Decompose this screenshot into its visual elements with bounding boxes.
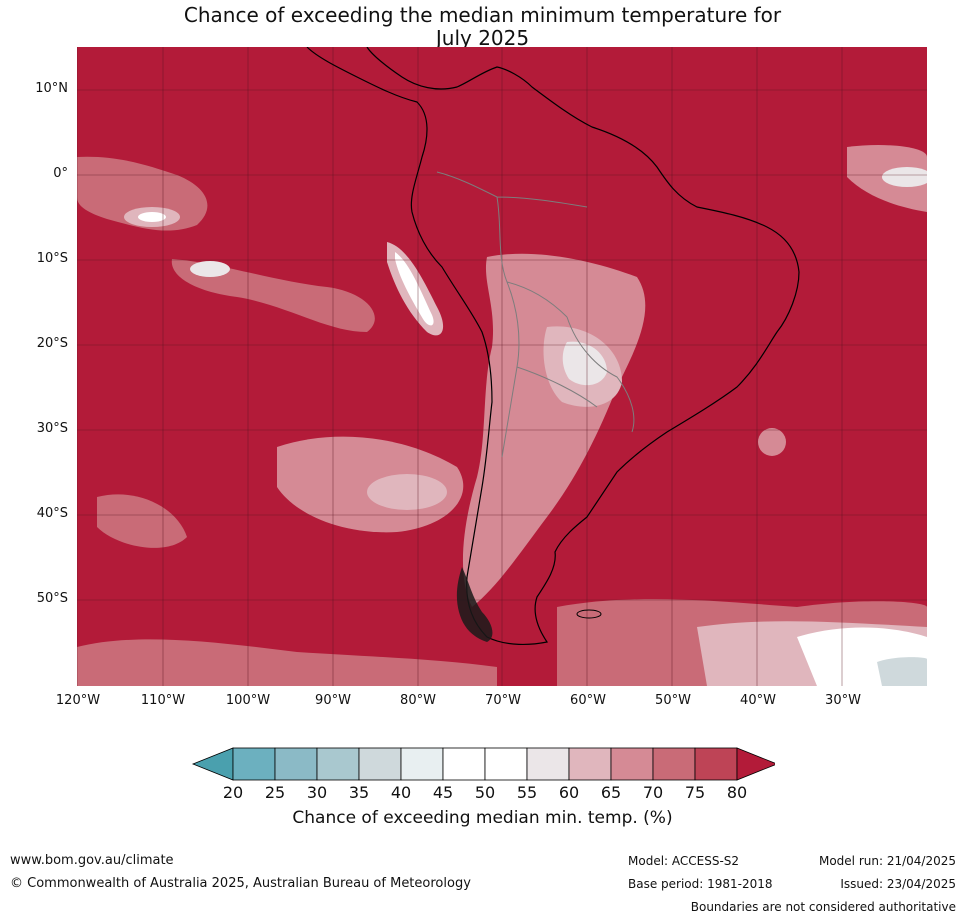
region-pacific-streak: [171, 259, 375, 332]
map-svg: [77, 47, 927, 686]
lat-label-0: 0°: [53, 166, 68, 181]
lat-label-40s: 40°S: [36, 506, 68, 521]
colorbar-tick-label: 20: [222, 783, 244, 802]
colorbar-extend-low: [191, 747, 234, 781]
region-southern-band: [77, 639, 497, 686]
colorbar-swatch: [568, 747, 612, 781]
lon-label-100w: 100°W: [225, 693, 271, 708]
colorbar-tick-label: 40: [390, 783, 412, 802]
lon-label-70w: 70°W: [485, 693, 521, 708]
lon-label-40w: 40°W: [740, 693, 776, 708]
colorbar-tick-label: 35: [348, 783, 370, 802]
colorbar-tick-label: 80: [726, 783, 748, 802]
lon-label-30w: 30°W: [825, 693, 861, 708]
lat-label-50s: 50°S: [36, 591, 68, 606]
colorbar-swatch: [316, 747, 360, 781]
colorbar-swatch: [358, 747, 402, 781]
lat-label-10s: 10°S: [36, 251, 68, 266]
colorbar-svg: [191, 747, 779, 781]
colorbar-tick-label: 55: [516, 783, 538, 802]
lon-label-50w: 50°W: [655, 693, 691, 708]
model-text: Model: ACCESS-S2: [628, 854, 740, 868]
lat-label-30s: 30°S: [36, 421, 68, 436]
region-south-atlantic-blue: [877, 657, 927, 686]
colorbar-label: Chance of exceeding median min. temp. (%…: [292, 808, 673, 828]
colorbar-swatch: [442, 747, 486, 781]
title-line-1: Chance of exceeding the median minimum t…: [183, 3, 782, 27]
colorbar-tick-label: 50: [474, 783, 496, 802]
colorbar-tick-label: 70: [642, 783, 664, 802]
map-title: Chance of exceeding the median minimum t…: [0, 4, 965, 50]
disclaimer-text: Boundaries are not considered authoritat…: [690, 900, 956, 914]
colorbar-swatch: [400, 747, 444, 781]
colorbar-tick-label: 65: [600, 783, 622, 802]
falkland-islands: [576, 609, 602, 619]
colorbar-tick-label: 75: [684, 783, 706, 802]
lon-label-120w: 120°W: [55, 693, 101, 708]
colorbar-tick-label: 25: [264, 783, 286, 802]
lat-label-20s: 20°S: [36, 336, 68, 351]
issued-text: Issued: 23/04/2025: [840, 877, 956, 891]
website-text: www.bom.gov.au/climate: [10, 853, 174, 868]
patagonia-islands: [456, 567, 493, 642]
colorbar-swatch: [526, 747, 570, 781]
country-borders: [436, 171, 635, 458]
copyright-text: © Commonwealth of Australia 2025, Austra…: [10, 876, 471, 891]
lon-label-80w: 80°W: [400, 693, 436, 708]
region-atlantic-blob: [758, 428, 786, 456]
region-pacific-streak-core: [190, 261, 230, 277]
colorbar-extend-high: [736, 747, 779, 781]
region-atlantic-eq-white: [882, 167, 927, 187]
colorbar-swatch: [232, 747, 276, 781]
model-run-text: Model run: 21/04/2025: [818, 854, 956, 868]
colorbar-tick-label: 30: [306, 783, 328, 802]
lon-label-60w: 60°W: [570, 693, 606, 708]
south-america-coastline: [306, 47, 800, 645]
region-south-pacific-light: [367, 474, 447, 510]
colorbar-swatch: [694, 747, 738, 781]
region-far-pacific: [97, 494, 187, 548]
colorbar-tick-label: 60: [558, 783, 580, 802]
colorbar-tick-label: 45: [432, 783, 454, 802]
region-peru-tongue-white: [395, 252, 434, 326]
colorbar-swatch: [274, 747, 318, 781]
colorbar-swatch: [652, 747, 696, 781]
colorbar: [190, 746, 779, 782]
lon-label-90w: 90°W: [315, 693, 351, 708]
map-canvas: [77, 47, 927, 686]
lat-label-10n: 10°N: [35, 81, 68, 96]
lon-label-110w: 110°W: [140, 693, 186, 708]
region-central-sa-white: [562, 341, 607, 386]
colorbar-swatch: [610, 747, 654, 781]
colorbar-swatch: [484, 747, 528, 781]
base-period-text: Base period: 1981-2018: [628, 877, 773, 891]
region-eq-pacific-white: [138, 212, 166, 222]
title-line-2: July 2025: [435, 26, 530, 50]
